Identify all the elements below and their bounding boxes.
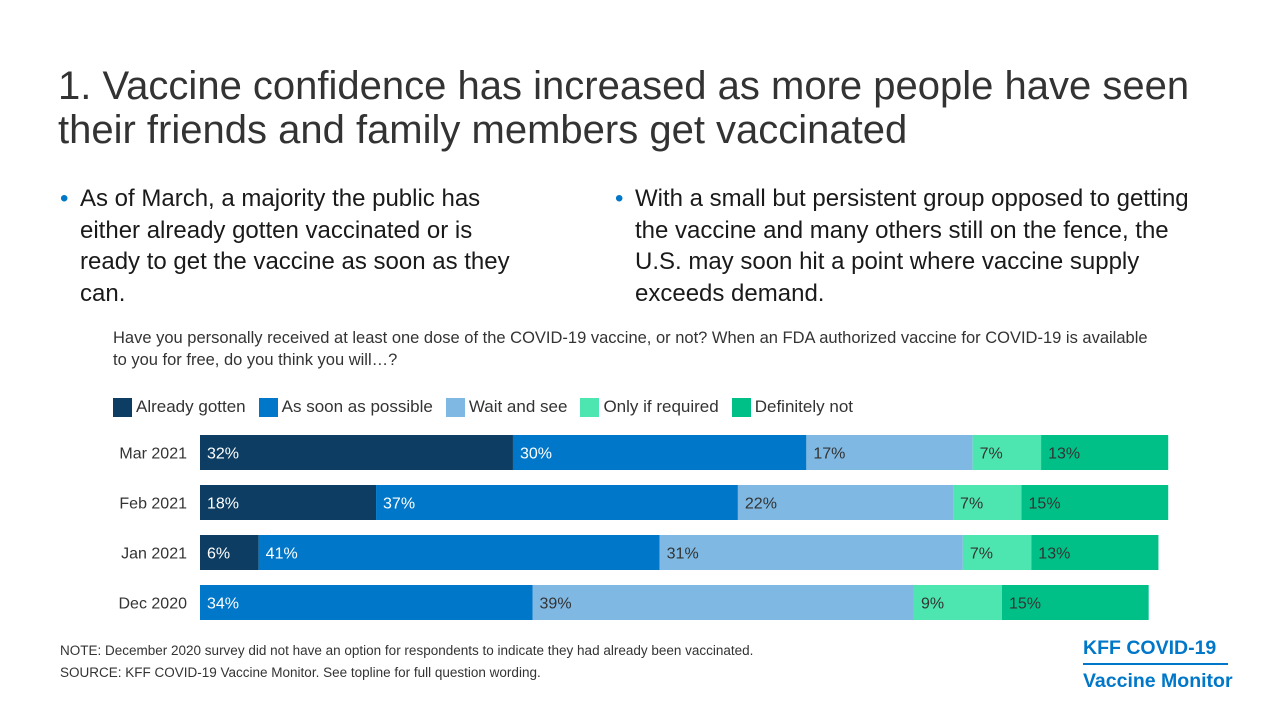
legend-item: Wait and see bbox=[445, 397, 568, 417]
legend-item: Definitely not bbox=[731, 397, 853, 417]
logo-line-2: Vaccine Monitor bbox=[1083, 670, 1233, 692]
chart-legend: Already gotten As soon as possible Wait an… bbox=[113, 396, 866, 418]
data-label: 15% bbox=[1029, 496, 1061, 513]
data-label: 31% bbox=[667, 546, 699, 563]
bar-segment bbox=[1001, 585, 1149, 620]
legend-label: Only if required bbox=[603, 397, 719, 416]
bar-segment bbox=[512, 435, 807, 470]
bar-segment bbox=[532, 585, 914, 620]
legend-swatch bbox=[445, 397, 465, 417]
bar-segment bbox=[200, 535, 259, 570]
bar-segment bbox=[806, 435, 973, 470]
legend-item: Already gotten bbox=[113, 397, 246, 417]
data-label: 39% bbox=[540, 596, 572, 613]
legend-label: Wait and see bbox=[468, 397, 568, 416]
data-label: 32% bbox=[207, 446, 239, 463]
data-label: 15% bbox=[1009, 596, 1041, 613]
data-label: 30% bbox=[520, 446, 552, 463]
category-label: Dec 2020 bbox=[119, 596, 188, 613]
stacked-bar-chart: Mar 2021 32% 30% 17% 7% 13% Feb 2021 18% 37% 22% 7… bbox=[119, 435, 1169, 620]
bullet-dot-icon: • bbox=[60, 185, 69, 212]
category-label: Jan 2021 bbox=[121, 546, 187, 563]
data-label: 37% bbox=[383, 496, 415, 513]
category-label: Feb 2021 bbox=[119, 496, 187, 513]
chart-source: SOURCE: KFF COVID-19 Vaccine Monitor. Se… bbox=[60, 665, 541, 680]
bar-segment bbox=[659, 535, 963, 570]
legend-swatch bbox=[258, 397, 278, 417]
bar-segment bbox=[913, 585, 1002, 620]
data-label: 9% bbox=[921, 596, 944, 613]
bar-segment bbox=[962, 535, 1032, 570]
bar-segment bbox=[1041, 435, 1169, 470]
legend-item: As soon as possible bbox=[258, 397, 433, 417]
category-label: Mar 2021 bbox=[119, 446, 187, 463]
data-label: 41% bbox=[266, 546, 298, 563]
bar-segment bbox=[953, 485, 1022, 520]
data-label: 13% bbox=[1048, 446, 1080, 463]
chart-note: NOTE: December 2020 survey did not have … bbox=[60, 643, 754, 658]
slide-title: 1. Vaccine confidence has increased as m… bbox=[58, 64, 1190, 152]
data-label: 34% bbox=[207, 596, 239, 613]
bar-segment bbox=[200, 485, 377, 520]
logo-line-1: KFF COVID-19 bbox=[1083, 636, 1228, 665]
bullet-text: With a small but persistent group oppose… bbox=[635, 185, 1189, 305]
data-label: 7% bbox=[970, 546, 993, 563]
bar-segment bbox=[376, 485, 738, 520]
data-label: 17% bbox=[813, 446, 845, 463]
bullet-dot-icon: • bbox=[615, 185, 624, 212]
bar-segment bbox=[200, 585, 533, 620]
data-label: 7% bbox=[960, 496, 983, 513]
legend-label: As soon as possible bbox=[281, 397, 433, 416]
data-label: 6% bbox=[207, 546, 230, 563]
data-label: 22% bbox=[745, 496, 777, 513]
legend-label: Definitely not bbox=[754, 397, 853, 416]
data-label: 13% bbox=[1038, 546, 1070, 563]
legend-swatch bbox=[731, 397, 751, 417]
bar-segment bbox=[258, 535, 660, 570]
data-label: 18% bbox=[207, 496, 239, 513]
bar-segment bbox=[1031, 535, 1159, 570]
bullet-point-left: • As of March, a majority the public has… bbox=[60, 183, 530, 305]
legend-item: Only if required bbox=[580, 397, 719, 417]
legend-swatch bbox=[113, 397, 132, 417]
legend-swatch bbox=[580, 397, 600, 417]
data-label: 7% bbox=[980, 446, 1003, 463]
bullet-point-right: • With a small but persistent group oppo… bbox=[615, 183, 1215, 305]
chart-question: Have you personally received at least on… bbox=[113, 329, 1148, 369]
bullet-text: As of March, a majority the public has e… bbox=[80, 185, 510, 305]
bar-segment bbox=[1021, 485, 1169, 520]
kff-logo: KFF COVID-19 Vaccine Monitor bbox=[1083, 636, 1247, 693]
bar-segment bbox=[972, 435, 1042, 470]
bar-segment bbox=[737, 485, 954, 520]
bar-segment bbox=[200, 435, 513, 470]
legend-label: Already gotten bbox=[136, 397, 246, 416]
